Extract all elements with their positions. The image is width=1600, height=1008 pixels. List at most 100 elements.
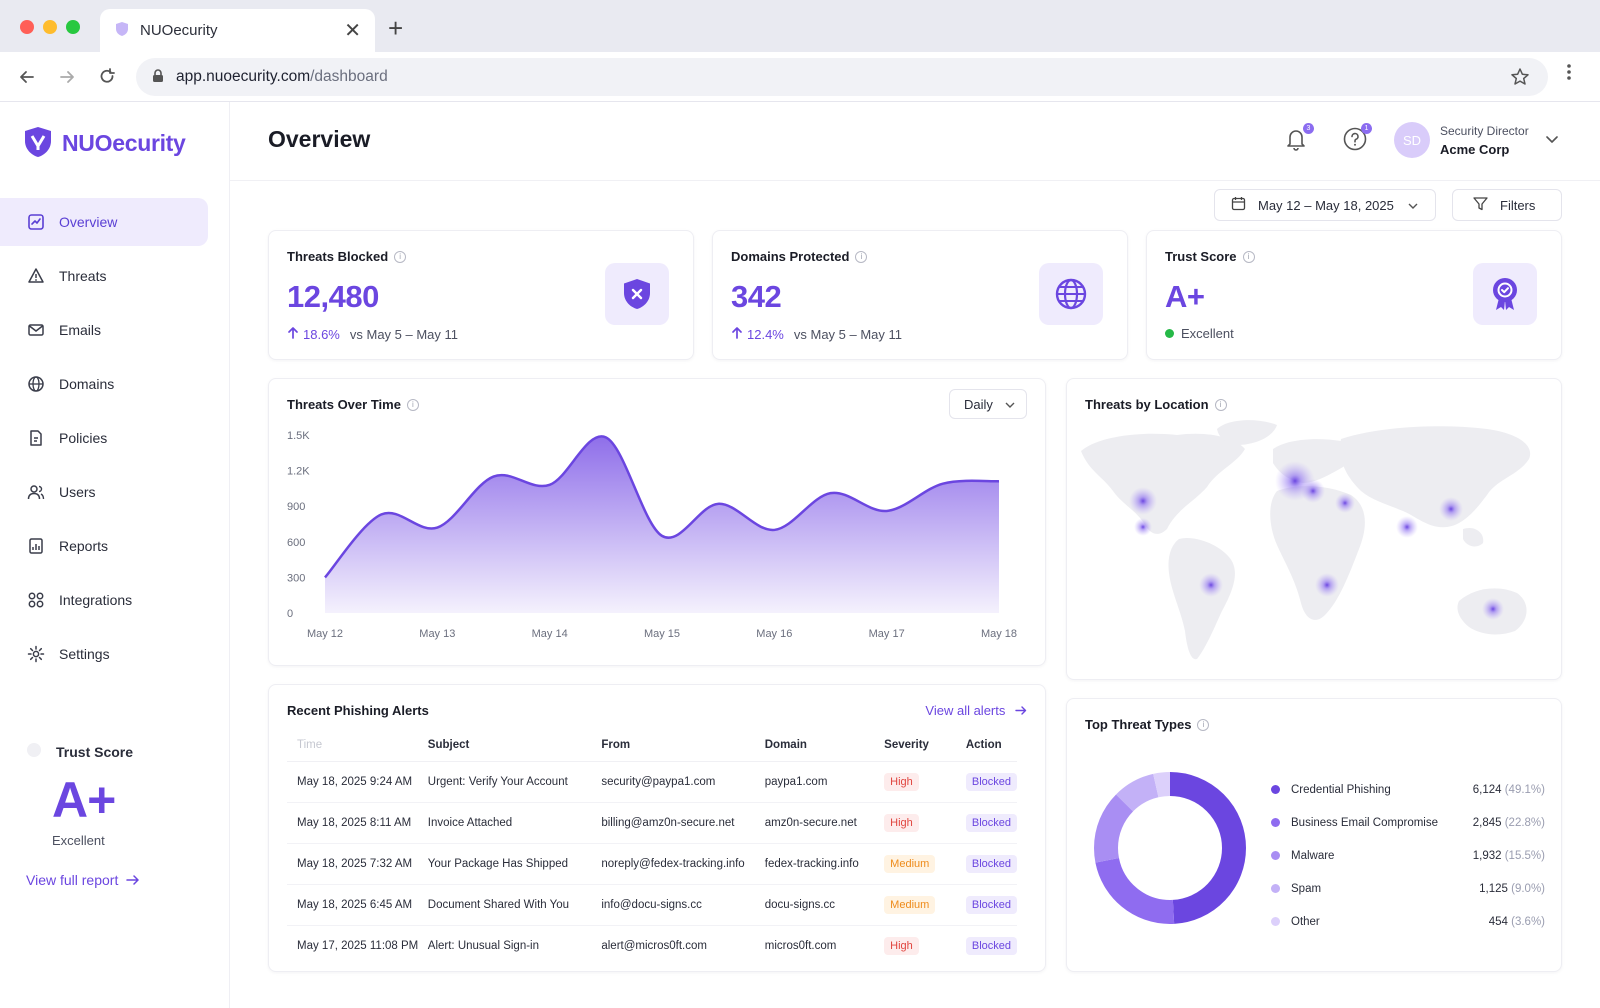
sidebar-trust-score-title: Trust Score <box>26 742 140 761</box>
forward-icon[interactable] <box>54 64 80 90</box>
table-row[interactable]: May 17, 2025 11:08 PM Alert: Unusual Sig… <box>287 925 1017 966</box>
back-icon[interactable] <box>14 64 40 90</box>
sidebar-item-policies[interactable]: Policies <box>0 414 230 462</box>
y-tick-label: 0 <box>287 608 293 620</box>
legend-count: 2,845 <box>1472 816 1502 829</box>
cell-from: noreply@fedex-tracking.info <box>601 843 765 885</box>
cell-severity: High <box>884 761 966 803</box>
donut-slice[interactable] <box>1094 772 1246 924</box>
info-icon[interactable]: i <box>406 398 419 411</box>
info-icon[interactable]: i <box>1242 250 1255 263</box>
avatar[interactable]: SD <box>1394 122 1430 158</box>
legend-label: Credential Phishing <box>1291 783 1391 796</box>
sidebar-trust-score-grade: A+ <box>52 772 116 828</box>
cell-time: May 18, 2025 6:45 AM <box>287 884 428 926</box>
top-threat-types-card: Top Threat Types i Credential Phishing 6,… <box>1066 698 1562 972</box>
cell-domain: docu-signs.cc <box>764 884 885 926</box>
column-header-time[interactable]: Time <box>287 729 428 762</box>
bookmark-star-icon[interactable] <box>1510 67 1530 90</box>
donut-slice[interactable] <box>1094 772 1246 924</box>
kpi-domains-protected: Domains Protected i 342 12.4% vs May 5 – … <box>712 230 1128 360</box>
sidebar-item-overview[interactable]: Overview <box>0 198 208 246</box>
close-window-button[interactable] <box>20 20 34 34</box>
sidebar-item-settings[interactable]: Settings <box>0 630 230 678</box>
legend-item: Other 454 (3.6%) <box>1271 905 1545 938</box>
info-icon[interactable]: i <box>394 250 407 263</box>
cell-subject: Document Shared With You <box>427 884 602 926</box>
minimize-window-button[interactable] <box>43 20 57 34</box>
x-tick-label: May 18 <box>981 628 1017 640</box>
card-title-text: Recent Phishing Alerts <box>287 703 429 718</box>
kpi-value: A+ <box>1165 279 1205 314</box>
chevron-down-icon[interactable] <box>1546 132 1558 147</box>
kpi-status-label: Excellent <box>1181 326 1234 341</box>
threat-hotspots <box>1129 461 1504 620</box>
column-header-severity[interactable]: Severity <box>884 729 966 762</box>
sidebar-trust-score-status: Excellent <box>52 833 105 848</box>
interval-value: Daily <box>964 396 993 412</box>
brand-logo[interactable]: NUOecurity <box>24 126 186 161</box>
legend-count: 6,124 <box>1472 783 1502 796</box>
new-tab-icon[interactable]: + <box>388 13 404 43</box>
legend-value: 1,932 (15.5%) <box>1473 850 1545 862</box>
column-header-subject[interactable]: Subject <box>427 729 602 762</box>
sidebar-item-domains[interactable]: Domains <box>0 360 230 408</box>
url-path: /dashboard <box>310 68 388 85</box>
table-row[interactable]: May 18, 2025 9:24 AM Urgent: Verify Your… <box>287 761 1017 803</box>
kpi-title-text: Trust Score <box>1165 249 1237 264</box>
reload-icon[interactable] <box>94 64 120 90</box>
column-header-domain[interactable]: Domain <box>764 729 885 762</box>
sidebar-item-integrations[interactable]: Integrations <box>0 576 230 624</box>
interval-select[interactable]: Daily <box>949 389 1027 419</box>
donut-slice[interactable] <box>1094 772 1246 924</box>
legend-pct: (9.0%) <box>1511 882 1545 895</box>
table-row[interactable]: May 18, 2025 6:45 AM Document Shared Wit… <box>287 884 1017 926</box>
bell-icon[interactable]: 3 <box>1284 123 1314 152</box>
kpi-threats-blocked: Threats Blocked i 12,480 18.6% vs May 5 –… <box>268 230 694 360</box>
maximize-window-button[interactable] <box>66 20 80 34</box>
sidebar-item-threats[interactable]: Threats <box>0 252 230 300</box>
info-icon[interactable]: i <box>1214 398 1227 411</box>
table-row[interactable]: May 18, 2025 8:11 AM Invoice Attached bi… <box>287 802 1017 844</box>
cell-from: info@docu-signs.cc <box>601 884 765 926</box>
arrow-right-icon <box>1015 703 1027 718</box>
table-row[interactable]: May 18, 2025 7:32 AM Your Package Has Sh… <box>287 843 1017 885</box>
shield-favicon-icon <box>114 21 130 40</box>
close-tab-icon[interactable]: ✕ <box>344 19 361 42</box>
sidebar-item-label: Threats <box>59 268 107 284</box>
badge-icon <box>26 742 42 761</box>
action-badge: Blocked <box>965 895 1017 914</box>
url-field[interactable]: app.nuoecurity.com/dashboard <box>136 58 1548 96</box>
info-icon[interactable]: i <box>855 250 868 263</box>
column-header-from[interactable]: From <box>601 729 765 762</box>
view-all-alerts-link[interactable]: View all alerts <box>925 703 1027 718</box>
card-title-text: Threats Over Time <box>287 397 401 412</box>
shield-logo-icon <box>24 126 52 161</box>
sidebar-item-reports[interactable]: Reports <box>0 522 230 570</box>
globe-icon <box>26 374 46 394</box>
info-icon[interactable]: i <box>1197 718 1210 731</box>
notification-badge: 3 <box>1303 123 1314 134</box>
world-map <box>1081 420 1531 660</box>
table-header-row: Time Subject From Domain Severity Action <box>287 729 1017 762</box>
alerts-table: Time Subject From Domain Severity Action… <box>287 729 1017 966</box>
column-header-action[interactable]: Action <box>965 729 1017 762</box>
browser-menu-icon[interactable] <box>1566 62 1572 85</box>
hotspot-south-america <box>1199 573 1223 597</box>
sidebar-item-label: Overview <box>59 214 118 230</box>
help-icon[interactable]: 1 <box>1342 123 1372 152</box>
sidebar-item-emails[interactable]: Emails <box>0 306 230 354</box>
view-full-report-link[interactable]: View full report <box>26 872 140 888</box>
card-title-text: Top Threat Types <box>1085 717 1192 732</box>
sidebar-item-users[interactable]: Users <box>0 468 230 516</box>
card-title: Top Threat Types i <box>1085 717 1210 732</box>
date-range-picker[interactable]: May 12 – May 18, 2025 <box>1214 189 1436 221</box>
legend-item: Malware 1,932 (15.5%) <box>1271 839 1545 872</box>
filters-button[interactable]: Filters <box>1452 189 1562 221</box>
mail-icon <box>26 320 46 340</box>
legend-swatch <box>1271 884 1280 893</box>
browser-tab[interactable]: NUOecurity ✕ <box>100 9 375 52</box>
policy-icon <box>26 428 46 448</box>
card-title: Recent Phishing Alerts <box>287 703 429 718</box>
legend-pct: (49.1%) <box>1504 783 1545 796</box>
